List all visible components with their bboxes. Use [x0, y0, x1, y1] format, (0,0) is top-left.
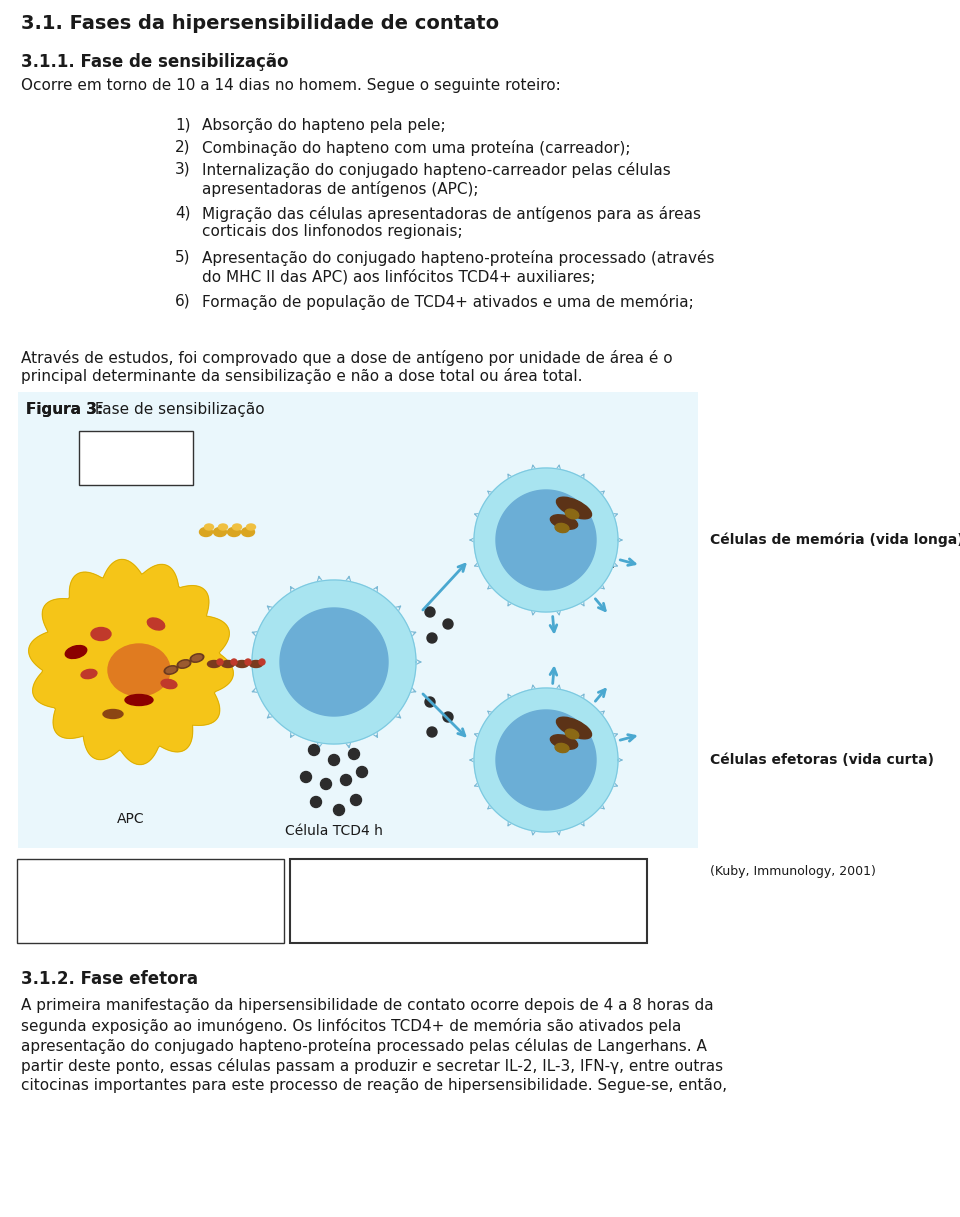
Ellipse shape — [192, 655, 202, 661]
Circle shape — [300, 772, 311, 783]
Circle shape — [425, 697, 435, 707]
Ellipse shape — [147, 618, 165, 630]
Ellipse shape — [235, 661, 249, 667]
Text: citocinas importantes para este processo de reação de hipersensibilidade. Segue-: citocinas importantes para este processo… — [21, 1078, 727, 1093]
FancyBboxPatch shape — [79, 431, 193, 486]
Text: Através de estudos, foi comprovado que a dose de antígeno por unidade de área é : Através de estudos, foi comprovado que a… — [21, 350, 673, 366]
Circle shape — [443, 619, 453, 629]
Circle shape — [231, 658, 237, 664]
FancyBboxPatch shape — [17, 859, 284, 943]
Text: (Kuby, Immunology, 2001): (Kuby, Immunology, 2001) — [710, 865, 876, 879]
Text: 5): 5) — [175, 249, 190, 265]
Text: Células de memória (vida longa): Células de memória (vida longa) — [710, 533, 960, 548]
Polygon shape — [496, 710, 596, 811]
Text: Macrófago
Células de Langerhans: Macrófago Células de Langerhans — [24, 904, 158, 932]
Polygon shape — [29, 560, 233, 764]
Ellipse shape — [222, 661, 234, 667]
Polygon shape — [474, 688, 618, 832]
Circle shape — [333, 804, 345, 815]
Text: 2): 2) — [175, 140, 190, 155]
Bar — [18, 392, 698, 848]
Text: partir deste ponto, essas células passam a produzir e secretar IL-2, IL-3, IFN-γ: partir deste ponto, essas células passam… — [21, 1058, 723, 1073]
Text: 4): 4) — [175, 206, 190, 221]
Polygon shape — [280, 608, 388, 716]
Circle shape — [443, 712, 453, 722]
Ellipse shape — [103, 710, 123, 718]
Circle shape — [259, 658, 265, 664]
Ellipse shape — [91, 628, 111, 640]
Text: Fase de sensibilização: Fase de sensibilização — [90, 402, 265, 417]
Ellipse shape — [204, 525, 213, 529]
Ellipse shape — [565, 729, 579, 739]
Circle shape — [308, 745, 320, 756]
Circle shape — [350, 795, 362, 806]
Text: Migração das células apresentadoras de antígenos para as áreas
corticais dos lin: Migração das células apresentadoras de a… — [202, 206, 701, 240]
Ellipse shape — [207, 661, 221, 667]
Ellipse shape — [250, 661, 262, 667]
Text: Combinação do hapteno com uma proteína (carreador);: Combinação do hapteno com uma proteína (… — [202, 140, 631, 156]
Text: APC: APC — [117, 812, 145, 826]
Text: Absorção do hapteno pela pele;: Absorção do hapteno pela pele; — [202, 118, 445, 133]
Text: segunda exposição ao imunógeno. Os linfócitos TCD4+ de memória são ativados pela: segunda exposição ao imunógeno. Os linfó… — [21, 1017, 682, 1034]
Circle shape — [245, 658, 251, 664]
Circle shape — [427, 633, 437, 643]
Text: apresentação do conjugado hapteno-proteína processado pelas células de Langerhan: apresentação do conjugado hapteno-proteí… — [21, 1038, 707, 1054]
Ellipse shape — [555, 744, 569, 752]
Circle shape — [217, 658, 223, 664]
Circle shape — [341, 774, 351, 785]
Circle shape — [310, 796, 322, 808]
Ellipse shape — [81, 669, 97, 679]
Ellipse shape — [65, 645, 86, 658]
Ellipse shape — [550, 735, 578, 750]
Text: Células Apresentadoras
de Antígenos (APC):: Células Apresentadoras de Antígenos (APC… — [24, 867, 191, 894]
Text: Ocorre em torno de 10 a 14 dias no homem. Segue o seguinte roteiro:: Ocorre em torno de 10 a 14 dias no homem… — [21, 78, 561, 92]
Text: A primeira manifestação da hipersensibilidade de contato ocorre depois de 4 a 8 : A primeira manifestação da hipersensibil… — [21, 998, 713, 1013]
Text: Internalização do conjugado hapteno-carreador pelas células
apresentadoras de an: Internalização do conjugado hapteno-carr… — [202, 162, 671, 197]
Ellipse shape — [164, 666, 178, 674]
Text: 6): 6) — [175, 295, 191, 309]
Ellipse shape — [108, 644, 170, 696]
Ellipse shape — [228, 527, 241, 537]
Text: Figura 3:: Figura 3: — [26, 402, 103, 417]
Ellipse shape — [247, 525, 255, 529]
Circle shape — [348, 748, 359, 759]
Ellipse shape — [242, 527, 254, 537]
Ellipse shape — [557, 717, 591, 739]
Circle shape — [328, 755, 340, 765]
Text: Célula TDTH: Célula TDTH — [533, 559, 615, 571]
Ellipse shape — [565, 509, 579, 518]
FancyBboxPatch shape — [290, 859, 647, 943]
Text: Figura 3:: Figura 3: — [26, 402, 103, 417]
Text: 1): 1) — [175, 118, 190, 133]
Ellipse shape — [557, 498, 591, 518]
Ellipse shape — [200, 527, 212, 537]
Polygon shape — [474, 469, 618, 612]
Polygon shape — [252, 581, 416, 744]
Ellipse shape — [161, 679, 177, 689]
Ellipse shape — [180, 661, 189, 667]
Text: Célula TCD4 h: Célula TCD4 h — [285, 824, 383, 839]
Text: Formação de população de TCD4+ ativados e uma de memória;: Formação de população de TCD4+ ativados … — [202, 295, 694, 310]
Text: Antígeno
processado: Antígeno processado — [100, 444, 172, 472]
Ellipse shape — [219, 525, 228, 529]
Ellipse shape — [213, 527, 227, 537]
Text: 3.1.2. Fase efetora: 3.1.2. Fase efetora — [21, 970, 198, 988]
Circle shape — [425, 607, 435, 617]
Circle shape — [356, 767, 368, 778]
Polygon shape — [496, 490, 596, 590]
Text: Linfócitos TCD4 auxiliares (geralmente Th1)
Linfócitos TCD8 citotóxicos (ocasion: Linfócitos TCD4 auxiliares (geralmente T… — [297, 905, 562, 933]
Ellipse shape — [555, 523, 569, 533]
Text: Células T na hipersensibilidade
tardia :: Células T na hipersensibilidade tardia : — [297, 867, 516, 894]
Text: 3.1. Fases da hipersensibilidade de contato: 3.1. Fases da hipersensibilidade de cont… — [21, 15, 499, 33]
Ellipse shape — [166, 667, 176, 673]
Circle shape — [427, 727, 437, 738]
Ellipse shape — [178, 660, 191, 668]
Ellipse shape — [190, 654, 204, 662]
Ellipse shape — [125, 695, 153, 706]
Ellipse shape — [232, 525, 242, 529]
Text: Células efetoras (vida curta): Células efetoras (vida curta) — [710, 753, 934, 767]
Circle shape — [321, 779, 331, 790]
Ellipse shape — [550, 515, 578, 529]
Text: 3): 3) — [175, 162, 191, 176]
Text: 3.1.1. Fase de sensibilização: 3.1.1. Fase de sensibilização — [21, 54, 289, 71]
